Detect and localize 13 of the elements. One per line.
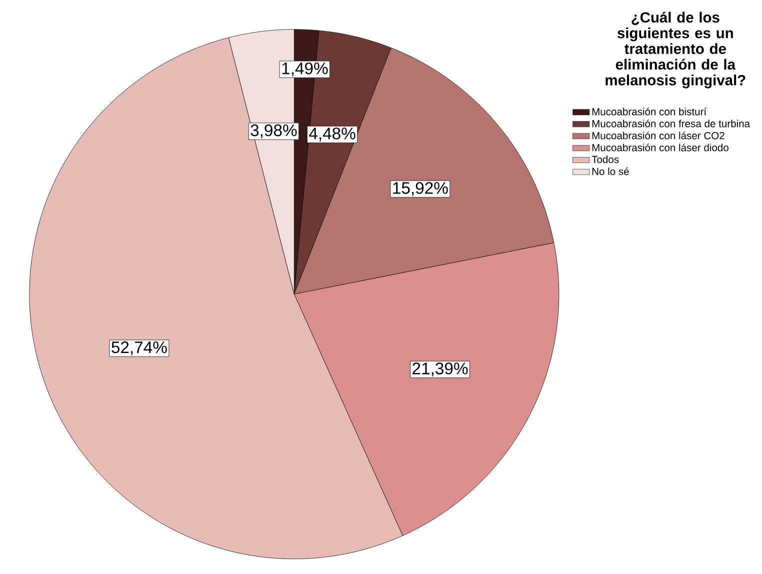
data-label: 52,74% (112, 342, 167, 356)
data-label: 21,39% (412, 362, 468, 377)
legend-label: Mucoabrasión con bisturí (592, 108, 707, 116)
legend-label: Mucoabrasión con láser diodo (592, 144, 728, 152)
data-label: 15,92% (393, 182, 448, 196)
legend-label: Todos (592, 156, 619, 164)
data-label: 3,98% (250, 124, 297, 138)
legend-label: Mucoabrasión con fresa de turbina (592, 120, 750, 128)
legend-title: ¿Cuál de los siguientes es un tratamiento de eliminación de la melanosis gingival? (606, 12, 746, 89)
legend-label: No lo sé (592, 168, 629, 176)
data-label: 4,48% (309, 128, 356, 142)
legend-label: Mucoabrasión con láser CO2 (592, 132, 724, 140)
data-label: 1,49% (282, 62, 328, 76)
